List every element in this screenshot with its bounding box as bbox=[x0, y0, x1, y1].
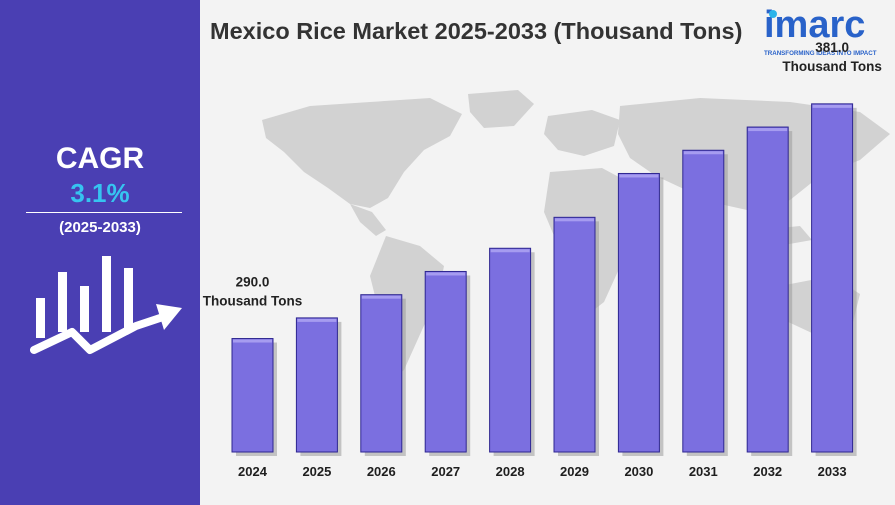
x-tick-label-2028: 2028 bbox=[496, 464, 525, 479]
bar-highlight bbox=[297, 318, 337, 322]
data-label-unit-2033: Thousand Tons bbox=[782, 59, 882, 74]
bar-rect bbox=[811, 103, 854, 453]
bar-2025 bbox=[295, 317, 342, 456]
cagr-divider bbox=[26, 212, 182, 213]
x-tick-label-2031: 2031 bbox=[689, 464, 718, 479]
cagr-period: (2025-2033) bbox=[59, 219, 141, 236]
x-tick-label-2026: 2026 bbox=[367, 464, 396, 479]
bar-growth-arrow-icon bbox=[30, 256, 182, 354]
x-tick-label-2027: 2027 bbox=[431, 464, 460, 479]
cagr-label: CAGR bbox=[55, 142, 145, 175]
bar-rect bbox=[746, 126, 789, 453]
bar-highlight bbox=[361, 295, 401, 299]
bar-highlight bbox=[748, 128, 788, 132]
x-tick-label-2029: 2029 bbox=[560, 464, 589, 479]
bar-2032 bbox=[746, 126, 793, 457]
logo-tagline: TRANSFORMING IDEAS INTO IMPACT bbox=[764, 50, 877, 57]
bar-rect bbox=[231, 338, 274, 453]
x-tick-label-2025: 2025 bbox=[302, 464, 331, 479]
data-label-value-2024: 290.0 bbox=[236, 275, 270, 290]
x-tick-label-2030: 2030 bbox=[624, 464, 653, 479]
bar-rect bbox=[682, 149, 725, 453]
bar-2024 bbox=[231, 338, 277, 456]
bar-2026 bbox=[360, 294, 406, 456]
bar-2033 bbox=[811, 103, 857, 456]
cagr-sidebar: CAGR 3.1% (2025-2033) bbox=[0, 0, 200, 505]
imarc-logo: imarc TRANSFORMING IDEAS INTO IMPACT bbox=[760, 4, 890, 58]
bar-2028 bbox=[489, 247, 535, 456]
bar-2030 bbox=[617, 172, 664, 456]
data-label-unit-2024: Thousand Tons bbox=[203, 294, 303, 309]
bar-highlight bbox=[812, 104, 852, 108]
x-tick-label-2032: 2032 bbox=[753, 464, 782, 479]
cagr-value: 3.1% bbox=[70, 178, 130, 208]
bar-highlight bbox=[683, 151, 723, 155]
bar-rect bbox=[295, 317, 338, 453]
x-tick-label-2024: 2024 bbox=[238, 464, 268, 479]
logo-dot-icon bbox=[769, 10, 777, 18]
bar-rect bbox=[553, 216, 596, 453]
x-tick-label-2033: 2033 bbox=[818, 464, 847, 479]
bar-highlight bbox=[555, 218, 594, 222]
bar-highlight bbox=[619, 174, 659, 178]
chart-title: Mexico Rice Market 2025-2033 (Thousand T… bbox=[210, 18, 743, 44]
bar-2027 bbox=[424, 270, 471, 456]
bar-2031 bbox=[682, 149, 728, 456]
bar-rect bbox=[489, 247, 532, 453]
bar-highlight bbox=[233, 339, 272, 343]
bar-2029 bbox=[553, 216, 599, 456]
bar-rect bbox=[360, 294, 403, 453]
bar-rect bbox=[424, 270, 467, 453]
data-label-value-2033: 381.0 bbox=[815, 40, 849, 55]
bar-highlight bbox=[490, 249, 530, 253]
logo-wordmark: imarc bbox=[764, 4, 866, 46]
bar-highlight bbox=[426, 272, 466, 276]
bar-rect bbox=[617, 172, 660, 453]
